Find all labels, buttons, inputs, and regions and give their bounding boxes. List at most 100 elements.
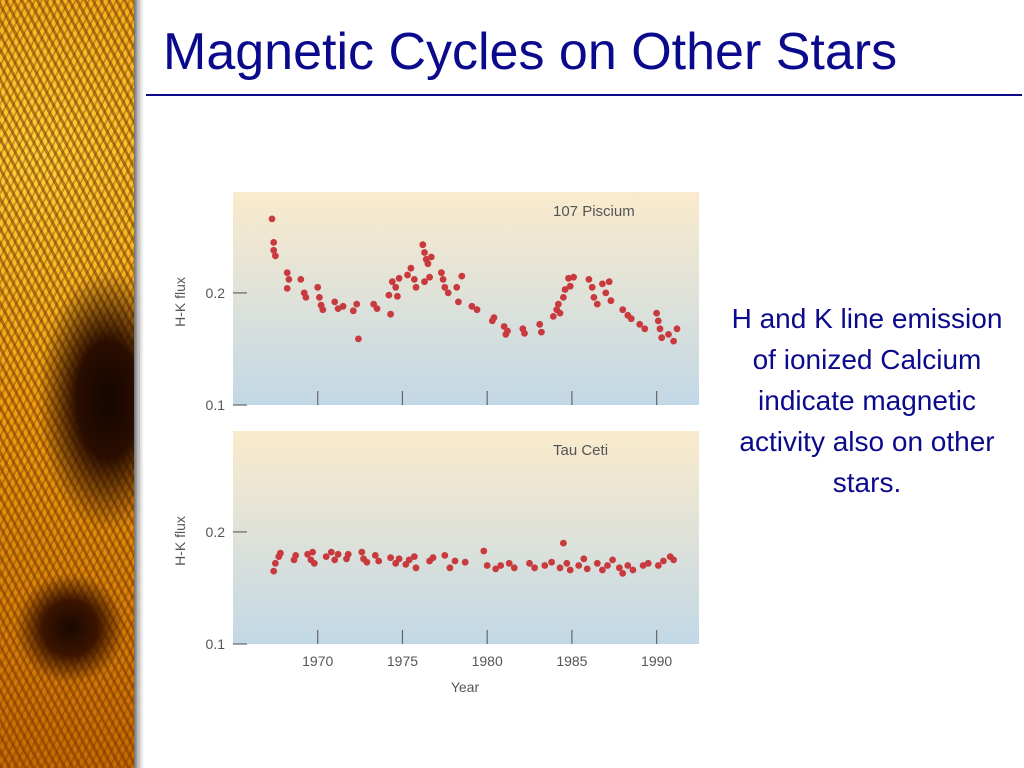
data-point [670,556,677,564]
data-point [593,300,601,308]
data-point [607,297,615,305]
data-point [575,562,583,569]
data-point [473,306,481,314]
data-point [412,564,420,572]
data-point [277,549,284,557]
data-point [358,548,366,556]
data-point [427,253,435,261]
data-point [353,300,361,308]
data-point [492,565,500,573]
data-point [461,558,469,566]
data-point [268,215,276,223]
panel-title: Tau Ceti [553,442,608,459]
data-point [455,298,462,306]
data-point [314,283,322,291]
title-divider [146,94,1022,96]
data-point [392,283,400,291]
data-point [641,325,649,333]
data-point [373,305,381,312]
data-point [590,294,598,301]
data-point [355,335,362,343]
data-point [387,310,394,318]
data-point [395,555,403,563]
data-point [549,313,557,320]
data-point [272,559,279,567]
data-point [588,283,596,291]
data-point [468,302,476,310]
data-point [302,294,310,301]
data-point [521,329,528,337]
data-point [410,553,418,560]
data-point [654,317,662,325]
data-point [548,558,555,566]
data-point [566,566,574,574]
data-point [636,320,644,328]
data-point [531,564,538,572]
data-point [670,337,677,345]
data-point [270,239,278,246]
data-point [665,331,672,338]
data-point [541,562,549,569]
data-point [593,559,601,567]
data-point [407,264,415,272]
data-point [439,276,447,283]
data-point [599,280,606,288]
x-axis-label: Year [451,679,480,695]
y-axis-label: H-K flux [172,277,188,327]
data-point [283,285,291,292]
data-point [421,249,428,256]
data-point [565,274,572,282]
data-point [624,562,632,569]
data-point [395,274,403,282]
slide-caption: H and K line emission of ionized Calcium… [731,303,1003,498]
image-shadow [134,0,144,768]
data-point [570,273,577,281]
data-point [536,320,544,328]
data-point [412,283,420,291]
data-point [283,269,291,277]
data-point [426,273,433,281]
data-point [490,314,498,321]
x-tick-label: 1985 [556,653,587,669]
data-point [497,562,505,569]
data-point [609,556,616,564]
x-tick-label: 1970 [302,653,333,669]
slide-title: Magnetic Cycles on Other Stars [163,23,898,81]
y-tick-label: 0.1 [206,397,226,413]
data-point [272,252,279,260]
y-axis-label: H-K flux [172,516,188,566]
data-point [371,552,379,559]
data-point [316,294,323,301]
data-point [310,559,318,567]
plot-area [233,431,699,644]
data-point [604,562,611,569]
data-point [556,564,564,572]
data-point [580,555,588,563]
data-point [349,307,357,315]
data-point [458,272,466,280]
data-point [619,306,627,314]
data-point [627,315,635,323]
data-point [605,278,613,286]
data-point [441,552,449,559]
data-point [388,278,396,286]
data-point [560,294,567,301]
panel-title: 107 Piscium [553,203,635,220]
data-point [602,289,610,297]
data-point [424,260,432,268]
data-point [658,334,666,342]
data-point [563,559,571,567]
data-point [331,556,339,564]
data-point [451,557,459,565]
x-tick-label: 1980 [472,653,503,669]
data-point [421,278,428,286]
data-point [297,276,305,283]
data-point [538,328,545,336]
data-point [444,289,452,297]
data-point [555,300,562,308]
data-point [319,306,327,314]
data-point [629,566,637,574]
data-point [453,283,461,291]
x-tick-label: 1975 [387,653,418,669]
data-point [644,559,652,567]
